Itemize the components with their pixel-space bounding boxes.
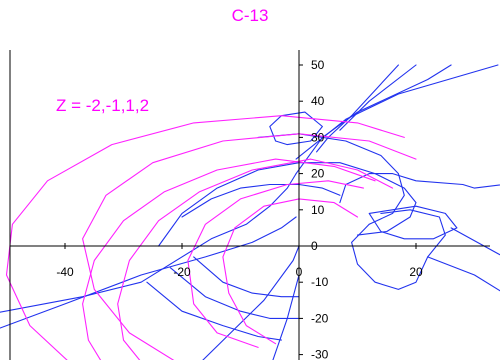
blue-curve-18 xyxy=(339,173,500,204)
x-tick-label: 20 xyxy=(409,265,423,279)
y-tick-label: 0 xyxy=(311,239,318,253)
magenta-curve-3 xyxy=(187,180,364,348)
blue-curve-6 xyxy=(272,274,300,360)
blue-curve-22 xyxy=(450,227,500,256)
x-tick-label: 0 xyxy=(296,265,303,279)
blue-curve-2 xyxy=(0,216,297,329)
y-tick-label: 30 xyxy=(311,130,325,144)
blue-curve-1 xyxy=(0,173,297,313)
x-tick-label: -40 xyxy=(56,265,74,279)
magenta-curve-4 xyxy=(222,198,359,345)
blue-curve-16 xyxy=(169,267,300,319)
blue-curve-3 xyxy=(202,245,300,360)
curves-layer xyxy=(0,64,500,360)
chart-title: C-13 xyxy=(231,6,269,25)
blue-curve-15 xyxy=(193,256,300,298)
y-tick-label: 10 xyxy=(311,203,325,217)
y-tick-label: 40 xyxy=(311,94,325,108)
magenta-curve-1 xyxy=(82,158,376,360)
blue-curve-10 xyxy=(339,64,417,131)
y-tick-label: -30 xyxy=(311,348,329,360)
blue-curve-21 xyxy=(427,256,500,292)
y-tick-label: -20 xyxy=(311,311,329,325)
blue-curve-12 xyxy=(158,162,417,247)
x-tick-label: -20 xyxy=(173,265,191,279)
blue-curve-13 xyxy=(257,133,405,225)
y-tick-label: 20 xyxy=(311,167,325,181)
magenta-curve-5 xyxy=(82,133,417,360)
y-tick-label: 50 xyxy=(311,58,325,72)
blue-curve-17 xyxy=(146,281,282,341)
axes-layer xyxy=(9,50,490,360)
magenta-curve-2 xyxy=(117,158,394,360)
y-tick-label: -10 xyxy=(311,275,329,289)
blue-curve-9 xyxy=(316,64,399,153)
blue-curve-20 xyxy=(351,209,446,290)
z-values-annotation: Z = -2,-1,1,2 xyxy=(56,96,149,115)
magenta-curve-6 xyxy=(5,115,405,360)
blue-curve-14 xyxy=(181,183,341,218)
blue-curve-8 xyxy=(295,64,499,160)
